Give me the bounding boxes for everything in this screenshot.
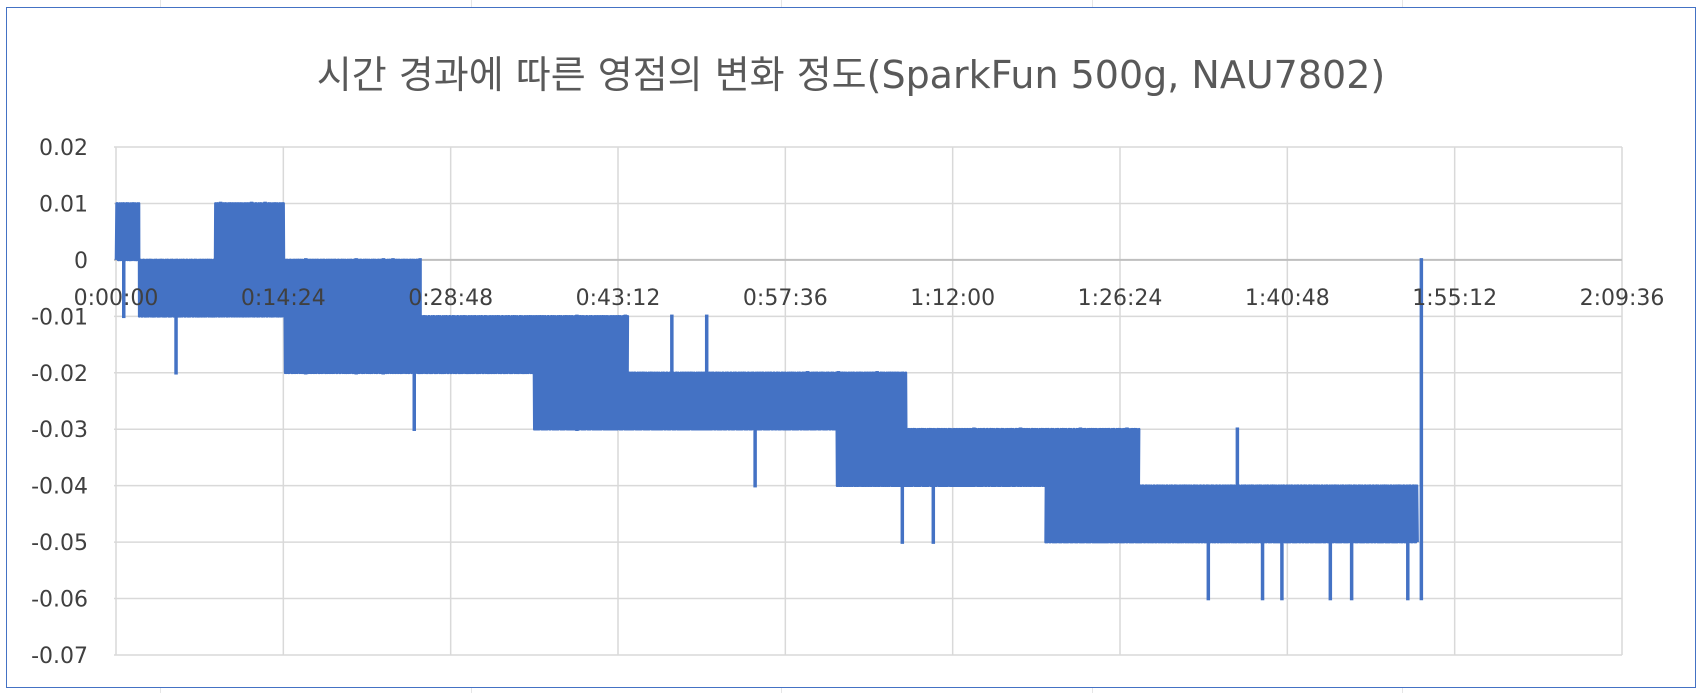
x-tick-label: 0:28:48 <box>408 286 493 311</box>
x-tick-label: 1:26:24 <box>1078 286 1163 311</box>
data-series <box>114 201 1424 601</box>
x-tick-label: 1:40:48 <box>1245 286 1330 311</box>
series-line <box>114 202 1419 544</box>
chart-title: 시간 경과에 따른 영점의 변화 정도(SparkFun 500g, NAU78… <box>316 53 1386 97</box>
x-tick-label: 1:12:00 <box>910 286 995 311</box>
y-tick-label: 0.01 <box>39 192 88 217</box>
y-tick-label: -0.05 <box>31 531 88 556</box>
y-tick-label: -0.03 <box>31 418 88 443</box>
x-tick-label: 0:00:00 <box>74 286 159 311</box>
y-tick-label: -0.06 <box>31 588 88 613</box>
y-tick-label: -0.04 <box>31 475 88 500</box>
x-tick-labels: 0:00:00 0:14:24 0:28:48 0:43:12 0:57:36 1:12:… <box>74 286 1665 311</box>
x-tick-label: 1:55:12 <box>1412 286 1497 311</box>
y-tick-label: 0 <box>74 249 88 274</box>
y-tick-label: -0.02 <box>31 362 88 387</box>
x-tick-label: 0:14:24 <box>241 286 326 311</box>
x-tick-label: 2:09:36 <box>1580 286 1665 311</box>
x-tick-label: 0:43:12 <box>576 286 661 311</box>
y-tick-label: -0.01 <box>31 305 88 330</box>
y-tick-labels: 0.02 0.01 0 -0.01 -0.02 -0.03 -0.04 -0.05 -0.06 -… <box>31 136 88 669</box>
y-tick-label: -0.07 <box>31 644 88 669</box>
x-tick-label: 0:57:36 <box>743 286 828 311</box>
y-tick-label: 0.02 <box>39 136 88 161</box>
